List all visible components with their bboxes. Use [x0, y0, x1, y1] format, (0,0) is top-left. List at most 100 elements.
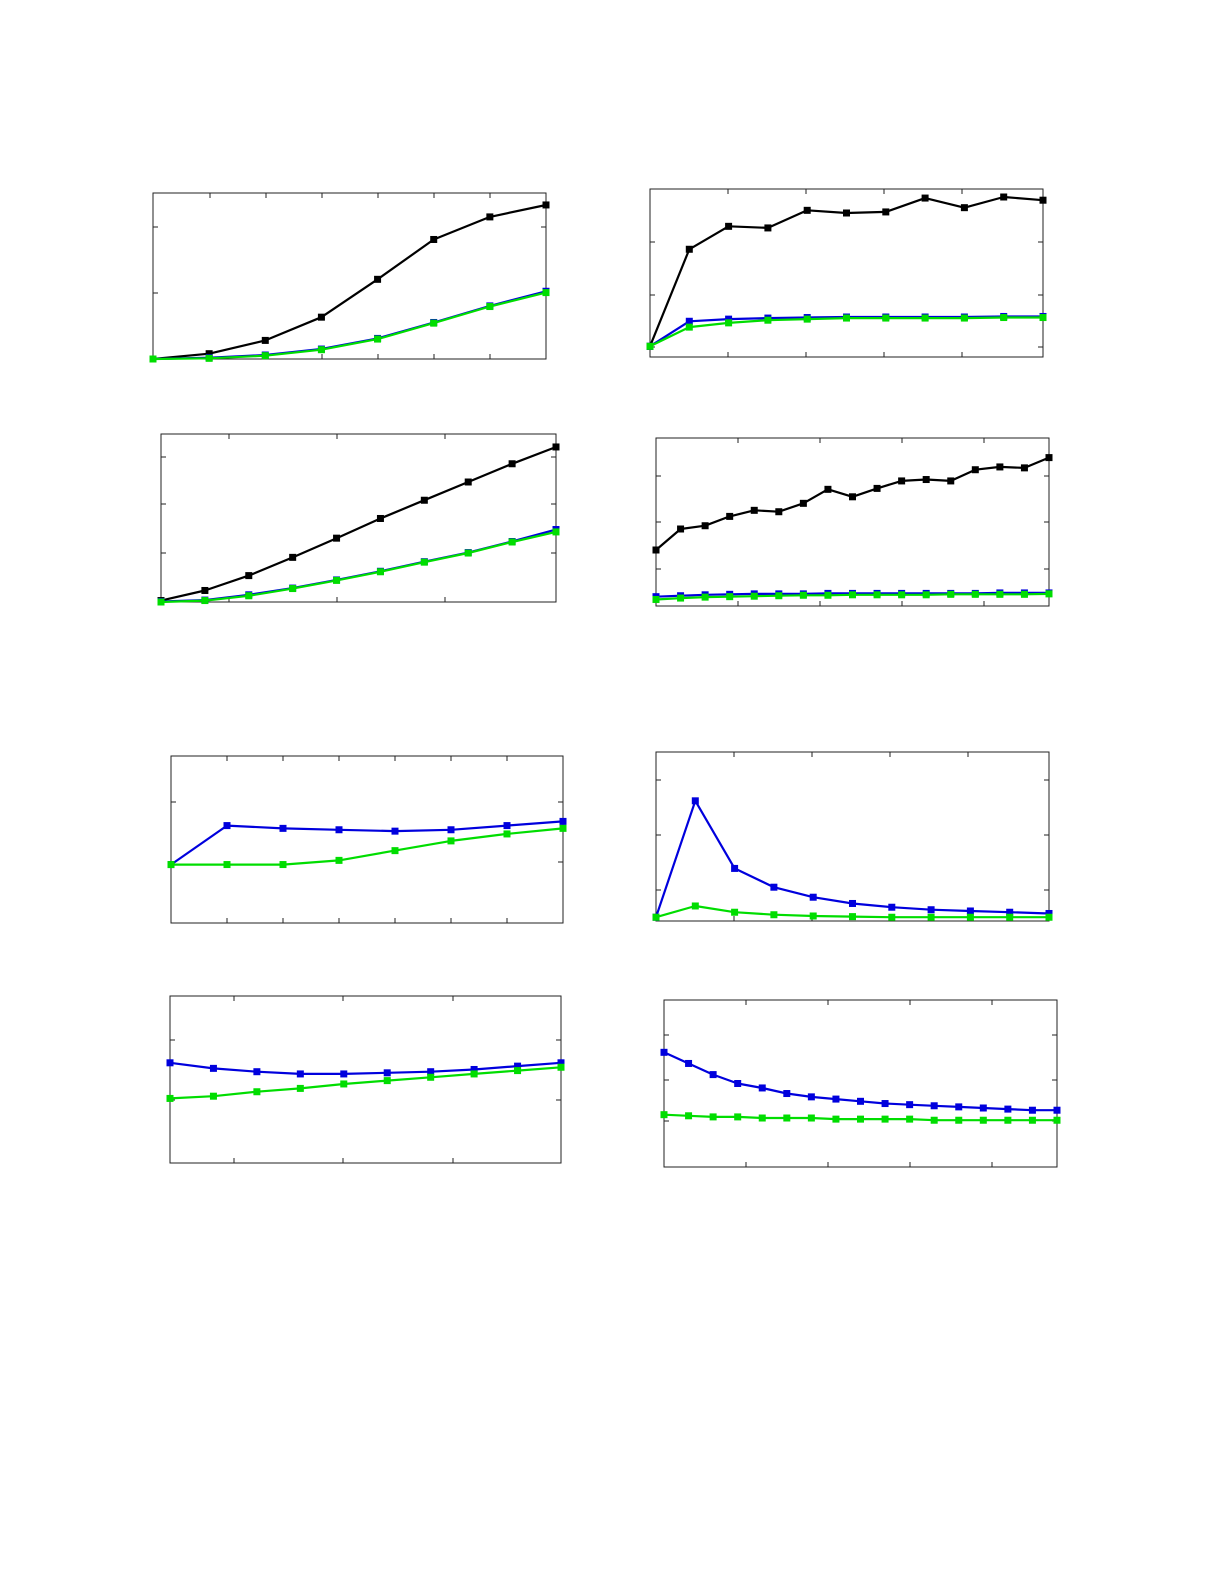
data-point — [464, 478, 472, 486]
data-point — [775, 592, 783, 600]
data-point — [383, 1069, 391, 1077]
data-point — [289, 585, 297, 593]
data-point — [383, 1077, 391, 1085]
series-line — [160, 445, 557, 602]
series-line — [170, 820, 564, 866]
data-point — [1020, 464, 1028, 472]
data-point — [971, 590, 979, 598]
data-point — [470, 1070, 478, 1078]
plot-frame — [169, 995, 562, 1164]
data-point — [542, 289, 550, 297]
series-line — [649, 316, 1043, 348]
data-point — [559, 824, 567, 832]
data-point — [726, 512, 734, 520]
series-line — [152, 290, 547, 361]
series-1 — [652, 797, 1053, 921]
data-point — [1020, 590, 1028, 598]
series-3 — [149, 289, 550, 363]
data-point — [335, 856, 343, 864]
series-2 — [167, 824, 567, 869]
series-3 — [652, 590, 1053, 603]
chart-3 — [157, 433, 560, 606]
data-point — [947, 590, 955, 598]
series-1 — [166, 1059, 565, 1078]
data-point — [660, 1048, 668, 1056]
data-point — [898, 591, 906, 599]
data-point — [559, 817, 567, 825]
data-point — [1045, 590, 1053, 598]
data-point — [750, 506, 758, 514]
data-point — [734, 1113, 742, 1121]
data-point — [947, 477, 955, 485]
data-point — [783, 1114, 791, 1122]
data-point — [508, 460, 516, 468]
data-point — [317, 346, 325, 354]
data-point — [279, 861, 287, 869]
data-point — [996, 590, 1004, 598]
data-point — [447, 826, 455, 834]
data-point — [725, 315, 733, 323]
data-point — [906, 1115, 914, 1123]
data-point — [849, 493, 856, 501]
data-point — [508, 538, 516, 546]
data-point — [685, 1112, 693, 1120]
data-point — [652, 595, 660, 603]
data-point — [921, 314, 929, 322]
data-point — [849, 913, 856, 921]
data-point — [685, 1059, 693, 1067]
data-point — [340, 1080, 348, 1088]
data-point — [677, 594, 685, 602]
data-point — [922, 476, 930, 484]
data-point — [979, 1104, 987, 1112]
data-point — [1000, 314, 1008, 322]
data-point — [376, 568, 384, 576]
data-point — [701, 522, 709, 530]
data-point — [966, 913, 974, 921]
data-point — [807, 1093, 815, 1101]
series-1 — [660, 1048, 1061, 1114]
data-point — [335, 826, 343, 834]
data-point — [685, 317, 693, 325]
data-point — [691, 797, 699, 805]
data-point — [391, 847, 399, 855]
data-point — [770, 911, 778, 919]
series-2 — [166, 1063, 565, 1102]
data-point — [201, 597, 209, 605]
data-point — [430, 319, 438, 327]
series-2 — [660, 1111, 1061, 1124]
data-point — [882, 208, 890, 216]
data-point — [149, 355, 157, 363]
chart-5 — [167, 755, 567, 924]
data-point — [824, 591, 832, 599]
series-line — [169, 1061, 562, 1076]
data-point — [166, 1059, 174, 1067]
plot-frame — [160, 433, 557, 603]
data-point — [557, 1059, 565, 1067]
series-3 — [646, 314, 1047, 350]
data-point — [888, 903, 896, 911]
data-point — [167, 861, 175, 869]
data-point — [289, 553, 297, 561]
data-point — [340, 1070, 348, 1078]
data-point — [261, 352, 269, 360]
data-point — [279, 824, 287, 832]
data-point — [881, 1100, 889, 1108]
data-point — [1039, 314, 1047, 322]
data-point — [1004, 1105, 1012, 1113]
data-point — [857, 1115, 864, 1123]
data-point — [552, 528, 560, 536]
data-point — [799, 499, 807, 507]
series-line — [160, 530, 557, 604]
data-point — [849, 899, 856, 907]
data-point — [660, 1111, 668, 1119]
data-point — [898, 477, 906, 485]
data-point — [701, 593, 709, 601]
series-1 — [167, 817, 567, 869]
series-1 — [646, 193, 1047, 350]
data-point — [927, 913, 935, 921]
data-point — [731, 864, 739, 872]
data-point — [447, 837, 455, 845]
data-point — [223, 822, 231, 830]
series-line — [169, 1066, 562, 1100]
data-point — [296, 1070, 304, 1078]
